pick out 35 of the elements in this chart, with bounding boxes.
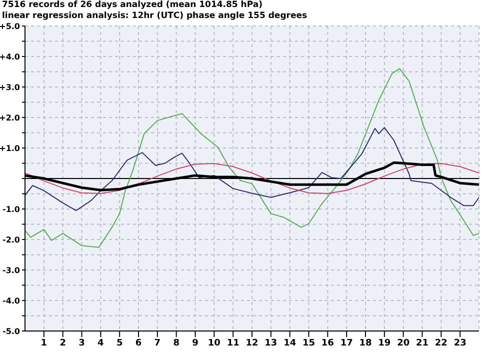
- x-tick-label: 6: [135, 338, 142, 348]
- y-tick-label: +1.0: [0, 144, 20, 153]
- y-tick-label: -2.0: [2, 235, 20, 244]
- x-tick-label: 20: [397, 338, 410, 348]
- y-tick-label: -4.0: [2, 296, 20, 306]
- x-tick-label: 9: [192, 338, 198, 348]
- x-tick-label: 8: [173, 338, 180, 348]
- x-tick-label: 16: [321, 338, 334, 348]
- y-tick-label: -3.0: [2, 266, 20, 275]
- x-tick-label: 1: [40, 338, 48, 348]
- x-tick-label: 12: [246, 338, 258, 348]
- y-tick-label: +5.0: [0, 22, 20, 31]
- x-tick-label: 18: [359, 338, 372, 348]
- x-tick-label: 13: [264, 338, 278, 348]
- x-tick-label: 4: [98, 338, 104, 348]
- x-tick-label: 21: [416, 338, 429, 348]
- chart-subtitle: linear regression analysis: 12hr (UTC) phase angle 155 degrees: [2, 11, 308, 22]
- x-tick-label: 2: [60, 338, 66, 348]
- x-tick-label: 5: [116, 338, 123, 348]
- x-tick-label: 15: [302, 338, 316, 348]
- x-tick-label: 3: [78, 338, 85, 348]
- x-tick-label: 14: [284, 338, 296, 348]
- x-tick-label: 19: [378, 338, 391, 348]
- y-tick-label: +3.0: [0, 82, 20, 92]
- y-tick-label: +4.0: [0, 52, 20, 62]
- x-tick-label: 23: [454, 338, 466, 348]
- x-tick-label: 17: [340, 338, 353, 348]
- chart-title: 7516 records of 26 days analyzed (mean 1014.85 hPa): [2, 0, 264, 11]
- y-tick-label: -1.0: [2, 204, 20, 214]
- y-tick-label: -5.0: [2, 326, 20, 336]
- x-tick-label: 7: [154, 338, 161, 348]
- y-tick-label: +2.0: [0, 113, 20, 122]
- x-tick-label: 10: [208, 338, 220, 348]
- x-tick-label: 22: [434, 338, 448, 348]
- x-tick-label: 11: [226, 338, 240, 348]
